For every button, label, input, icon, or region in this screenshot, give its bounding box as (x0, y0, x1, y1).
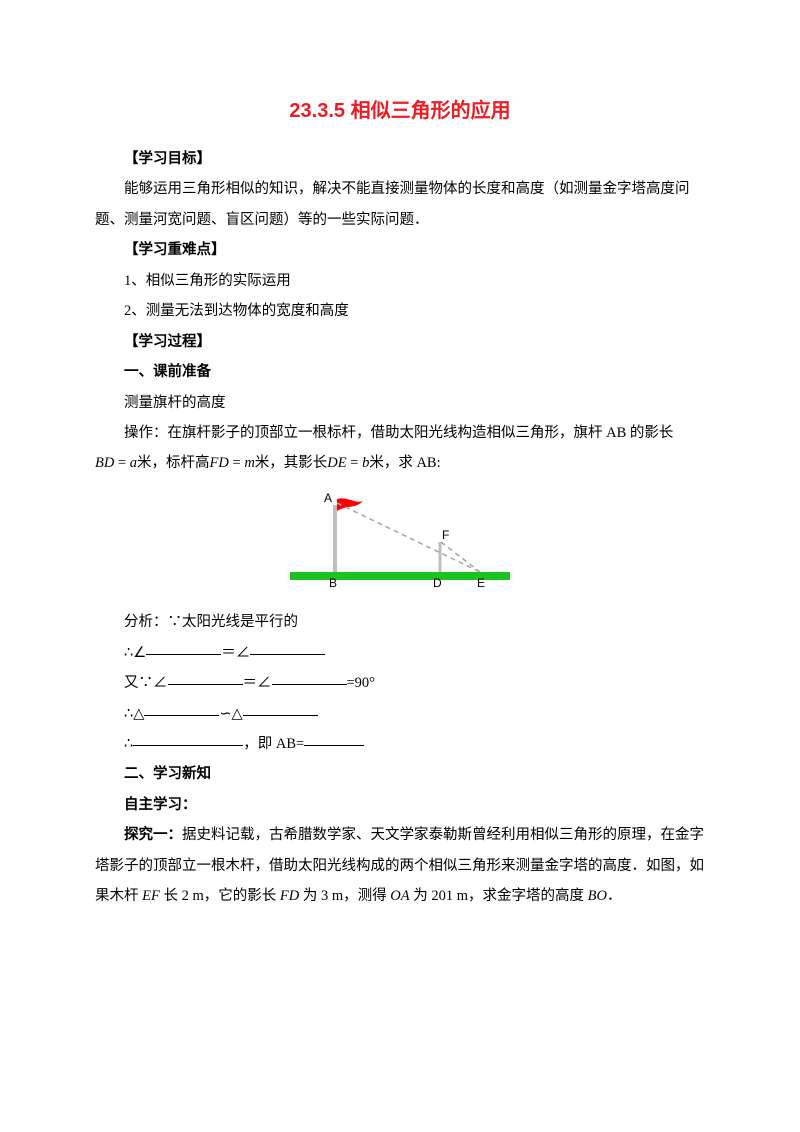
section-keypoints-heading: 【学习重难点】 (95, 235, 705, 265)
section-objective-text: 能够运用三角形相似的知识，解决不能直接测量物体的长度和高度（如测量金字塔高度问题… (95, 174, 705, 235)
tj2: 长 2 m，它的影长 (160, 888, 280, 904)
var-EF: EF (142, 888, 160, 904)
analysis-line-3: ∴△ ∽△ (95, 699, 705, 729)
analysis-line-2: 又∵∠ ＝∠ =90° (95, 668, 705, 698)
t-bg: 标杆高 (166, 455, 210, 471)
var-FD: FD (210, 455, 229, 471)
var-m: m (244, 455, 254, 471)
explore-1-label: 探究一： (124, 827, 182, 843)
blank (133, 731, 243, 747)
subsection-prep-heading: 一、课前准备 (95, 357, 705, 387)
page-title: 23.3.5 相似三角形的应用 (95, 90, 705, 132)
svg-text:E: E (477, 576, 485, 590)
l3a: ∴△ (124, 706, 144, 722)
l2a: 又∵∠ (124, 675, 168, 691)
l1a: ∴∠ (124, 645, 146, 661)
svg-text:B: B (329, 576, 337, 590)
tj3: 为 3 m，测得 (299, 888, 390, 904)
l4a: ∴ (124, 736, 133, 752)
analysis-line-4: ∴ ，即 AB= (95, 729, 705, 759)
prep-operation-line: 操作：在旗杆影子的顶部立一根标杆，借助太阳光线构造相似三角形，旗杆 AB 的影长 (95, 418, 705, 448)
tj5: ． (607, 888, 622, 904)
eq3: = (347, 455, 362, 471)
l4b: ，即 AB= (243, 736, 304, 752)
l1b: ＝∠ (221, 645, 250, 661)
blank (146, 639, 221, 655)
section-objective-heading: 【学习目标】 (95, 144, 705, 174)
svg-text:A: A (324, 491, 332, 505)
var-DE: DE (327, 455, 346, 471)
var-OA: OA (390, 888, 409, 904)
tj4: 为 201 m，求金字塔的高度 (410, 888, 588, 904)
t-mi1: 米 (137, 455, 152, 471)
prep-math-line: BD = a米，标杆高FD = m米，其影长DE = b米，求 AB: (95, 448, 705, 478)
blank (168, 670, 243, 686)
explore-1-paragraph: 探究一：据史料记载，古希腊数学家、天文学家泰勒斯曾经利用相似三角形的原理，在金字… (95, 820, 705, 911)
eq2: = (229, 455, 244, 471)
self-study-heading: 自主学习： (95, 790, 705, 820)
op-text-a: 操作：在旗杆影子的顶部立一根标杆，借助太阳光线构造相似三角形，旗杆 AB 的影长 (124, 425, 673, 441)
blank (144, 700, 219, 716)
eq: = (114, 455, 129, 471)
svg-text:D: D (433, 576, 442, 590)
var-FD2: FD (280, 888, 299, 904)
t-yc: 米，其影长 (255, 455, 328, 471)
section-process-heading: 【学习过程】 (95, 327, 705, 357)
blank (272, 670, 347, 686)
blank (304, 731, 364, 747)
t-c1: ， (152, 455, 167, 471)
l3b: ∽△ (219, 706, 242, 722)
blank (250, 639, 325, 655)
analysis-line-0: 分析：∵太阳光线是平行的 (95, 607, 705, 637)
l2b: ＝∠ (243, 675, 272, 691)
var-BD: BD (95, 455, 114, 471)
t-qab: 米，求 AB: (369, 455, 440, 471)
prep-line-1: 测量旗杆的高度 (95, 388, 705, 418)
var-a: a (130, 455, 137, 471)
flagpole-diagram: A F B D E (95, 487, 705, 603)
l2c: =90° (347, 675, 375, 691)
subsection-learn-heading: 二、学习新知 (95, 759, 705, 789)
keypoint-2: 2、测量无法到达物体的宽度和高度 (95, 296, 705, 326)
svg-text:F: F (442, 528, 449, 542)
blank (243, 700, 318, 716)
keypoint-1: 1、相似三角形的实际运用 (95, 266, 705, 296)
var-BO: BO (588, 888, 607, 904)
analysis-line-1: ∴∠ ＝∠ (95, 638, 705, 668)
